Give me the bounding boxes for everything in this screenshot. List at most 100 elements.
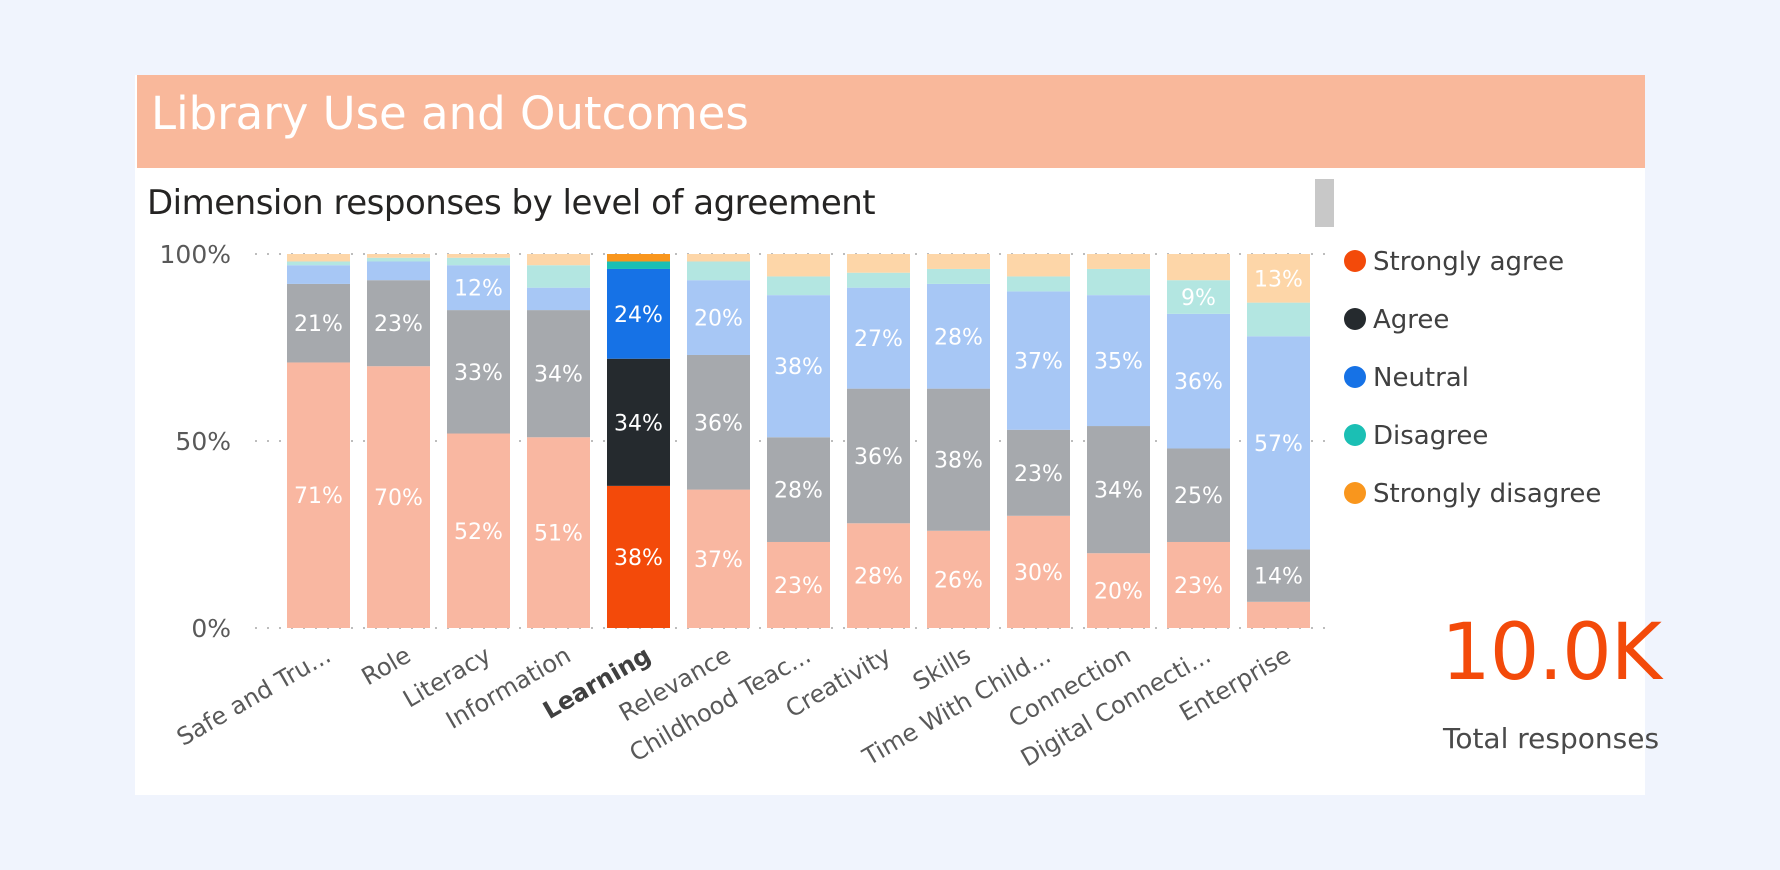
- bar-segment: [1087, 268, 1150, 296]
- bar-segment: [847, 523, 910, 628]
- legend: Strongly agree Agree Neutral Disagree Strong…: [1344, 247, 1601, 509]
- data-label: 21%: [294, 312, 343, 337]
- bar-segment: [687, 254, 750, 262]
- bar-segment: [1167, 280, 1230, 314]
- bar-segment: [847, 272, 910, 288]
- legend-label: Strongly agree: [1373, 247, 1564, 277]
- data-label: 23%: [374, 312, 423, 337]
- bar-segment: [1007, 429, 1070, 516]
- data-label: 13%: [1254, 267, 1303, 292]
- legend-marker: [1344, 250, 1366, 272]
- data-label: 36%: [854, 445, 903, 470]
- bar-segment: [367, 261, 430, 281]
- data-label: 23%: [1014, 462, 1063, 487]
- y-tick-label: 100%: [160, 240, 231, 269]
- y-tick-label: 0%: [191, 614, 231, 643]
- report-title: Library Use and Outcomes: [151, 87, 749, 140]
- bar-segment: [1167, 313, 1230, 449]
- data-label: 57%: [1254, 432, 1303, 457]
- title-banner: Library Use and Outcomes: [137, 75, 1645, 168]
- data-label: 25%: [1174, 484, 1223, 509]
- data-label: 28%: [854, 565, 903, 590]
- bar-segment: [607, 254, 670, 262]
- bar-segment: [847, 254, 910, 273]
- bar-segment: [767, 541, 830, 628]
- bar-segment: [367, 366, 430, 628]
- data-label: 12%: [454, 277, 503, 302]
- bar-segment: [767, 276, 830, 296]
- data-label: 38%: [934, 449, 983, 474]
- data-label: 14%: [1254, 565, 1303, 590]
- bar-segment: [607, 261, 670, 269]
- bar-segment: [687, 354, 750, 490]
- legend-label: Agree: [1373, 305, 1449, 335]
- bar-segment: [527, 310, 590, 438]
- data-label: 34%: [614, 411, 663, 436]
- bar-segment: [927, 254, 990, 269]
- bar-segment: [1007, 276, 1070, 292]
- bar-segment: [287, 265, 350, 284]
- bar-segment: [447, 265, 510, 311]
- data-label: 28%: [934, 325, 983, 350]
- bar-segment: [1087, 254, 1150, 269]
- legend-label: Strongly disagree: [1373, 479, 1601, 509]
- data-label: 70%: [374, 486, 423, 511]
- legend-marker: [1344, 308, 1366, 330]
- data-label: 26%: [934, 568, 983, 593]
- bar-segment: [287, 362, 350, 628]
- data-label: 36%: [694, 411, 743, 436]
- bars: [287, 254, 1310, 628]
- data-label: 52%: [454, 520, 503, 545]
- bar-segment: [607, 358, 670, 486]
- data-label: 37%: [1014, 350, 1063, 375]
- bar-segment: [367, 257, 430, 262]
- data-label: 38%: [774, 355, 823, 380]
- bar-segment: [767, 437, 830, 542]
- bar-segment: [367, 280, 430, 367]
- legend-label: Disagree: [1373, 421, 1488, 451]
- bar-segment: [527, 437, 590, 628]
- total-responses-label: Total responses: [1442, 722, 1660, 755]
- bar-segment: [767, 295, 830, 438]
- bar-segment: [927, 388, 990, 531]
- bar-segment: [287, 254, 350, 262]
- data-label: 37%: [694, 548, 743, 573]
- bar-segment: [1247, 549, 1310, 602]
- bar-segment: [1087, 295, 1150, 427]
- bar-segment: [687, 489, 750, 628]
- bar-segment: [927, 268, 990, 284]
- data-label: 34%: [1094, 479, 1143, 504]
- legend-scrollbar[interactable]: [1315, 179, 1334, 227]
- data-label: 35%: [1094, 350, 1143, 375]
- bar-segment: [447, 310, 510, 434]
- data-label: 27%: [854, 327, 903, 352]
- bar-segment: [1167, 254, 1230, 281]
- bar-segment: [1007, 291, 1070, 430]
- bar-segment: [1087, 426, 1150, 554]
- bar-segment: [447, 433, 510, 628]
- bar-segment: [607, 485, 670, 628]
- x-axis-ticks: Safe and Tru... RoleLiteracyInformationLe…: [172, 641, 1296, 772]
- data-label: 51%: [534, 522, 583, 547]
- data-label: 24%: [614, 303, 663, 328]
- bar-segment: [1247, 336, 1310, 550]
- report-card: Library Use and Outcomes Dimension respo…: [135, 75, 1662, 795]
- bar-segment: [447, 257, 510, 266]
- data-label: 9%: [1181, 286, 1216, 311]
- bar-segment: [927, 530, 990, 628]
- bar-segment: [1247, 254, 1310, 303]
- data-label: 20%: [1094, 580, 1143, 605]
- bar-segment: [527, 265, 590, 288]
- bar-segment: [687, 261, 750, 281]
- bar-segment: [447, 254, 510, 258]
- bar-segment: [607, 268, 670, 359]
- data-label: 23%: [774, 574, 823, 599]
- data-label: 20%: [694, 307, 743, 332]
- bar-segment: [767, 254, 830, 277]
- bar-segment: [1167, 448, 1230, 542]
- legend-marker: [1344, 482, 1366, 504]
- data-label: 30%: [1014, 561, 1063, 586]
- data-label: 28%: [774, 479, 823, 504]
- chart-title: Dimension responses by level of agreemen…: [147, 183, 876, 223]
- bar-segment: [367, 254, 430, 258]
